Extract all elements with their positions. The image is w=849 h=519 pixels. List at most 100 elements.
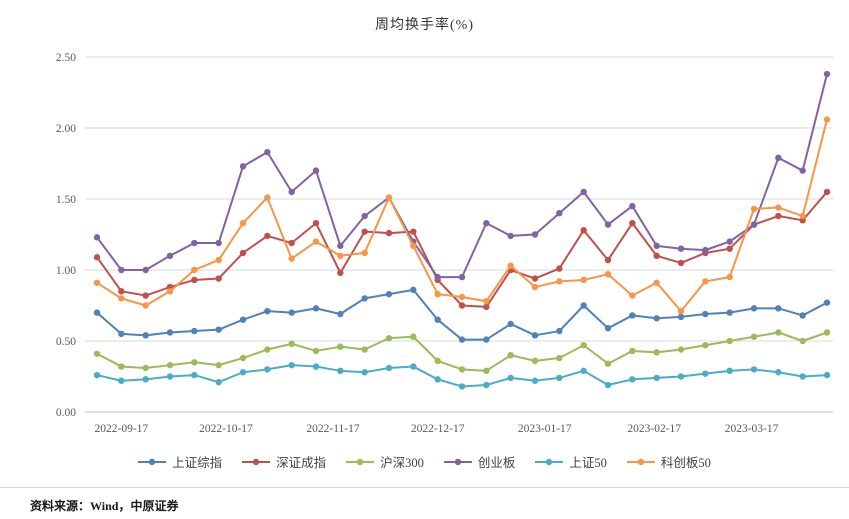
x-axis-tick-label: 2023-03-17 — [725, 423, 779, 435]
series-marker — [483, 367, 490, 375]
legend-marker-icon — [626, 458, 655, 465]
series-marker — [93, 234, 101, 241]
series-line-5 — [96, 118, 828, 313]
series-marker — [410, 228, 417, 235]
footer-divider — [0, 487, 849, 488]
series-marker — [629, 376, 636, 383]
series-line-1 — [96, 190, 828, 308]
series-marker — [288, 239, 295, 247]
series-marker — [653, 252, 660, 259]
series-marker — [215, 275, 222, 282]
series-marker — [726, 245, 733, 252]
series-marker — [385, 290, 393, 298]
legend-item-0: 上证综指 — [138, 452, 222, 471]
series-marker — [312, 347, 320, 355]
chart-title: 周均换手率(%) — [375, 18, 474, 33]
series-marker — [580, 188, 587, 196]
series-marker — [264, 194, 271, 201]
series-marker — [507, 352, 514, 359]
series-marker — [726, 309, 733, 316]
series-marker — [93, 279, 101, 286]
series-marker — [264, 366, 271, 373]
series-marker — [580, 342, 587, 349]
legend-marker-icon — [242, 458, 271, 465]
series-marker — [239, 316, 247, 323]
legend-label: 科创板50 — [660, 456, 711, 470]
series-marker — [288, 188, 295, 196]
series-marker — [653, 279, 660, 286]
series-marker — [775, 305, 782, 312]
series-marker — [239, 163, 247, 170]
series-marker — [507, 262, 514, 269]
series-marker — [726, 273, 733, 281]
series-marker — [458, 302, 466, 309]
series-marker — [361, 295, 368, 302]
series-marker — [823, 371, 831, 379]
series-marker — [556, 210, 563, 217]
series-marker — [653, 315, 660, 322]
series-marker — [337, 252, 344, 259]
series-marker — [288, 361, 295, 369]
series-marker — [264, 232, 271, 240]
series-marker — [312, 167, 320, 174]
legend-marker-icon — [346, 458, 375, 465]
series-marker — [142, 292, 149, 299]
series-marker — [823, 299, 831, 306]
series-marker — [239, 369, 247, 376]
series-marker — [458, 366, 466, 373]
series-marker — [799, 337, 806, 345]
series-marker — [507, 374, 514, 382]
series-marker — [580, 302, 587, 309]
series-marker — [264, 148, 271, 156]
series-marker — [483, 336, 490, 343]
series-marker — [361, 369, 368, 376]
series-marker — [215, 256, 222, 264]
series-marker — [799, 312, 806, 319]
legend-item-4: 上证50 — [535, 452, 607, 471]
series-marker — [556, 278, 563, 285]
series-marker — [580, 227, 587, 234]
series-marker — [556, 265, 563, 272]
series-marker — [531, 357, 539, 365]
series-marker — [750, 305, 758, 312]
series-marker — [702, 310, 709, 318]
series-marker — [556, 327, 563, 335]
series-marker — [580, 367, 587, 375]
series-marker — [799, 212, 806, 220]
series-marker — [629, 292, 636, 299]
series-marker — [458, 336, 466, 343]
series-marker — [434, 316, 441, 323]
series-marker — [483, 381, 490, 389]
legend-marker-icon — [535, 458, 564, 465]
series-marker — [166, 252, 174, 259]
series-marker — [750, 333, 758, 340]
series-marker — [410, 333, 417, 340]
series-marker — [507, 320, 514, 328]
series-marker — [823, 329, 831, 336]
series-marker — [775, 212, 782, 220]
series-marker — [215, 239, 222, 247]
series-marker — [93, 254, 101, 261]
series-marker — [312, 219, 320, 227]
series-marker — [385, 229, 393, 237]
legend-label: 上证50 — [569, 456, 607, 470]
series-marker — [483, 298, 490, 305]
series-marker — [337, 269, 344, 277]
series-marker — [93, 309, 101, 316]
x-axis-tick-label: 2023-01-17 — [518, 423, 572, 435]
series-marker — [629, 202, 636, 210]
series-marker — [215, 361, 222, 369]
series-marker — [775, 369, 782, 376]
series-line-3 — [96, 73, 828, 279]
series-marker — [142, 266, 149, 274]
series-marker — [385, 194, 393, 201]
series-marker — [702, 370, 709, 377]
x-axis-tick-label: 2022-12-17 — [411, 423, 465, 435]
series-marker — [264, 307, 271, 315]
series-marker — [799, 167, 806, 174]
series-marker — [410, 286, 417, 294]
series-marker — [191, 371, 198, 379]
series-marker — [823, 188, 831, 196]
series-marker — [653, 374, 660, 382]
series-marker — [385, 334, 393, 342]
